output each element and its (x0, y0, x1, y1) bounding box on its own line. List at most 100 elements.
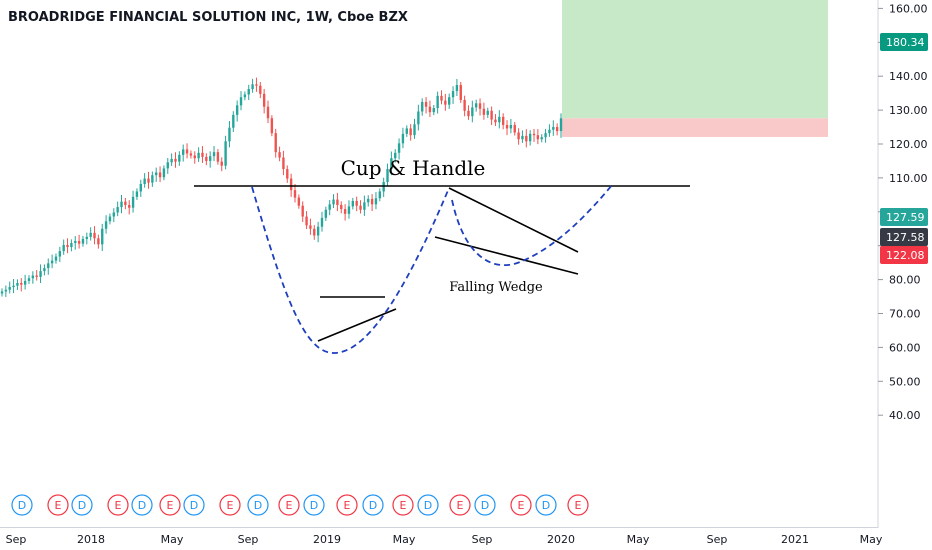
candle (205, 153, 208, 166)
candle-body (58, 251, 62, 257)
candle (85, 232, 89, 245)
event-circle (567, 494, 589, 516)
candle (128, 200, 131, 215)
candle (401, 127, 405, 149)
candle (178, 151, 181, 166)
candle (66, 238, 69, 254)
candle (89, 227, 92, 241)
candle (224, 135, 227, 170)
x-tick-label: Sep (238, 533, 259, 546)
event-circle (71, 494, 93, 516)
candle-body (428, 106, 432, 113)
candle (174, 152, 177, 168)
candle (166, 158, 169, 174)
event-circle (11, 494, 33, 516)
candle (77, 234, 81, 249)
candle (486, 107, 489, 118)
candle (405, 125, 408, 137)
event-circle (183, 494, 205, 516)
candle (374, 192, 378, 210)
event-circle (449, 494, 471, 516)
candle (525, 129, 528, 148)
candle (421, 98, 424, 116)
target-zone (562, 0, 828, 119)
event-circle (392, 494, 414, 516)
candle (135, 188, 139, 200)
candle-body (35, 275, 38, 277)
candle-body (552, 127, 555, 130)
candle-body (47, 263, 50, 269)
candle (108, 213, 112, 225)
event-marker: E (510, 494, 532, 516)
event-circle (159, 494, 181, 516)
price-badge-label: 127.59 (886, 211, 925, 224)
candle (474, 99, 478, 112)
candle-body (544, 133, 547, 138)
candle (297, 194, 301, 209)
candle-body (12, 285, 15, 288)
candle-body (436, 95, 439, 109)
risk-reward-zones (562, 0, 828, 137)
candle (424, 97, 428, 114)
candle-body (320, 217, 324, 227)
price-badge: 127.59 (880, 208, 928, 226)
candle (151, 171, 154, 187)
candle (251, 78, 254, 93)
candle-body (128, 205, 131, 208)
event-circle (417, 494, 439, 516)
y-tick-label: 140.00 (889, 70, 928, 83)
candle (189, 150, 193, 159)
candle (448, 93, 451, 109)
cup-curve (251, 186, 450, 354)
candle-body (282, 157, 285, 170)
candle-body (262, 93, 266, 107)
candle-body (81, 238, 85, 244)
candle-body (20, 282, 23, 285)
event-circle (107, 494, 129, 516)
candle-body (289, 178, 293, 191)
y-tick-label: 50.00 (889, 375, 921, 388)
x-tick-label: 2021 (781, 533, 809, 546)
candle-body (501, 116, 505, 126)
candle-body (405, 128, 408, 134)
event-marker: D (131, 494, 153, 516)
candle (112, 208, 115, 223)
candle (436, 91, 439, 114)
wedge-lower-line (434, 236, 579, 275)
candle-body (255, 84, 258, 86)
candle-body (467, 110, 470, 117)
time-axis[interactable]: Sep 2018 May Sep 2019 May Sep 2020 May Sep 2021 May (0, 527, 883, 547)
candle (471, 100, 474, 123)
price-badge: 180.34 (880, 33, 928, 51)
candle (43, 264, 46, 276)
candle-body (409, 128, 412, 136)
candle-body (505, 125, 509, 129)
candle-body (486, 110, 489, 115)
candle-body (478, 103, 482, 109)
candle (266, 100, 270, 124)
candle (16, 279, 19, 290)
candle (351, 197, 355, 210)
candle (432, 105, 435, 116)
event-label: D (254, 499, 262, 512)
candle-body (77, 240, 81, 244)
x-tick-label: Sep (6, 533, 27, 546)
candle-body (120, 201, 123, 208)
event-marker: E (567, 494, 589, 516)
candle-body (189, 153, 193, 156)
candle (232, 111, 235, 132)
candle-body (31, 275, 35, 279)
candle (490, 106, 493, 126)
candle-body (421, 101, 424, 112)
event-label: D (369, 499, 377, 512)
candle-body (278, 152, 281, 158)
candle-body (93, 232, 96, 239)
candle (216, 149, 220, 165)
event-marker: D (247, 494, 269, 516)
candle (262, 88, 266, 114)
candle-body (498, 116, 501, 123)
candle-body (54, 256, 58, 261)
flag-bottom-line (317, 308, 397, 342)
